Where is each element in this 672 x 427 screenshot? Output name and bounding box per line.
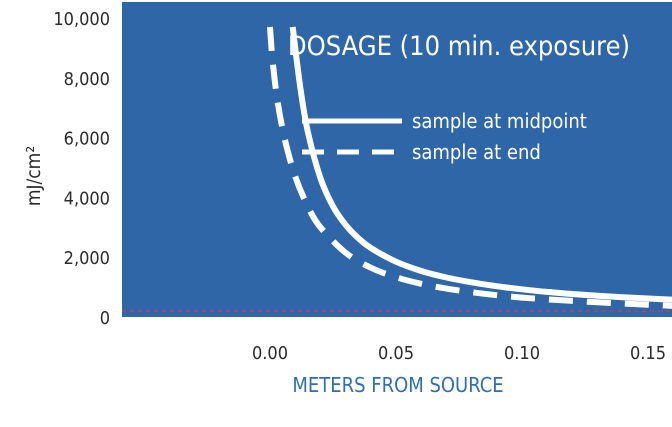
y-tick-label: 8,000 xyxy=(64,69,110,90)
legend-label-end: sample at end xyxy=(412,140,541,164)
y-tick-label: 10,000 xyxy=(53,9,110,30)
x-axis-ticks: 0.000.050.100.150.20 xyxy=(252,343,666,364)
x-axis-label: METERS FROM SOURCE xyxy=(292,373,503,397)
y-axis-label: mJ/cm² xyxy=(23,146,45,206)
y-tick-label: 6,000 xyxy=(64,129,110,150)
y-tick-label: 2,000 xyxy=(64,248,110,269)
x-tick-label: 0.10 xyxy=(504,343,540,364)
series-line-midpoint xyxy=(289,26,672,303)
legend-label-midpoint: sample at midpoint xyxy=(412,109,587,133)
y-tick-label: 4,000 xyxy=(64,188,110,209)
legend: sample at midpoint sample at end xyxy=(302,109,587,164)
x-tick-label: 0.15 xyxy=(630,343,666,364)
x-tick-label: 0.05 xyxy=(378,343,414,364)
series-line-end xyxy=(267,26,672,309)
y-axis-ticks: 0 2,000 4,000 6,000 8,000 10,000 xyxy=(53,9,110,329)
series-layer xyxy=(267,26,672,309)
y-tick-label: 0 xyxy=(100,308,110,329)
x-tick-label: 0.00 xyxy=(252,343,288,364)
chart-title: DOSAGE (10 min. exposure) xyxy=(288,31,630,62)
